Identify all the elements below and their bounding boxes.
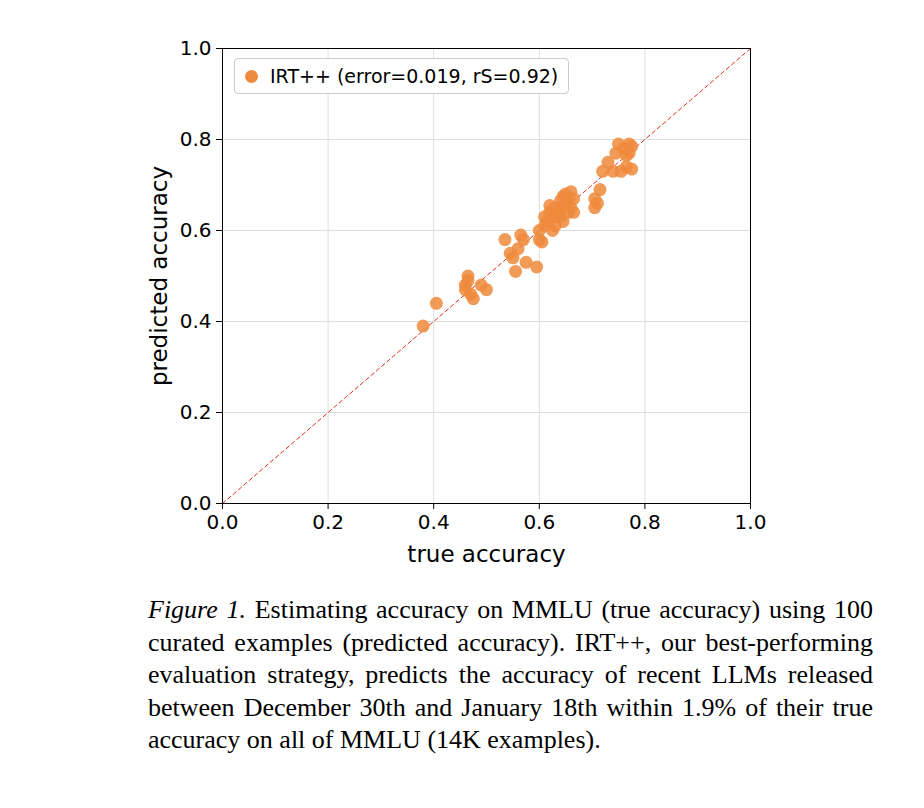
svg-text:0.6: 0.6 <box>523 510 555 534</box>
html-text:Figure 1. Estimating accuracy: Figure 1. Estimating accuracy on MMLU (t… <box>148 595 873 754</box>
svg-text:predicted accuracy: predicted accuracy <box>146 166 172 386</box>
svg-text:0.2: 0.2 <box>180 400 212 424</box>
html-text:IRT++ (error=0.019, rS=0.92): IRT++ (error=0.019, rS=0.92) <box>270 65 559 87</box>
svg-text:0.8: 0.8 <box>180 127 212 151</box>
svg-text:0.2: 0.2 <box>312 510 344 534</box>
svg-text:0.0: 0.0 <box>207 510 239 534</box>
svg-text:0.8: 0.8 <box>629 510 661 534</box>
svg-text:true accuracy: true accuracy <box>407 541 565 567</box>
svg-text:1.0: 1.0 <box>180 36 212 60</box>
svg-text:1.0: 1.0 <box>735 510 767 534</box>
svg-text:0.6: 0.6 <box>180 218 212 242</box>
svg-text:0.4: 0.4 <box>180 309 212 333</box>
svg-text:0.4: 0.4 <box>418 510 450 534</box>
svg-text:0.0: 0.0 <box>179 490 212 515</box>
